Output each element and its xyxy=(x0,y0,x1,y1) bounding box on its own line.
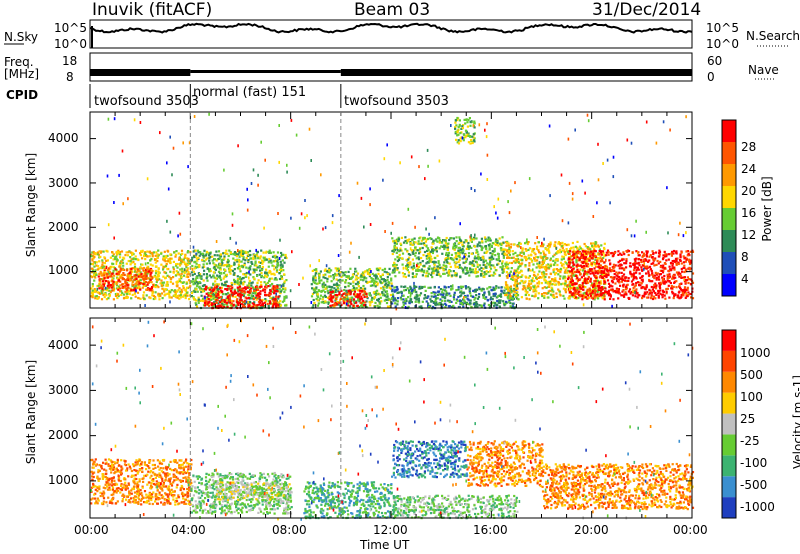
freq-band-2 xyxy=(190,70,341,73)
velocity-colorbar-swatch-5 xyxy=(722,392,736,414)
velocity-cbtick-100: 100 xyxy=(740,390,763,404)
velocity-colorbar-swatch-1 xyxy=(722,476,736,498)
power-colorbar-swatch-3 xyxy=(722,208,736,230)
power-colorbar-swatch-6 xyxy=(722,142,736,164)
freq-unit-label: [MHz] xyxy=(4,67,40,81)
xtick-2000: 20:00 xyxy=(574,523,609,537)
freq-tick-high: 18 xyxy=(62,54,78,68)
power-colorbar-swatch-5 xyxy=(722,164,736,186)
power-cbtick-12: 12 xyxy=(741,228,757,242)
power-colorbar-swatch-0 xyxy=(722,274,736,296)
velocity-colorbar-frame xyxy=(721,329,737,519)
power-colorbar-swatch-2 xyxy=(722,230,736,252)
date-title: 31/Dec/2014 xyxy=(592,0,702,20)
power-colorbar-swatch-1 xyxy=(722,252,736,274)
cpid-segment-3: twofsound 3503 xyxy=(344,94,449,109)
velocity-cbtick-minus25: -25 xyxy=(740,434,760,448)
velocity-cbtick-minus100: -100 xyxy=(740,456,768,470)
nave-tick-high: 60 xyxy=(707,54,723,68)
cpid-segment-2: normal (fast) 151 xyxy=(193,85,307,100)
nave-tick-low: 0 xyxy=(707,70,715,84)
freq-tick-low: 8 xyxy=(66,70,74,84)
velocity-colorbar-swatch-0 xyxy=(722,497,736,518)
velocity-colorbar-swatch-6 xyxy=(722,371,736,393)
power-cbtick-28: 28 xyxy=(741,140,757,154)
power-cbtick-20: 20 xyxy=(741,184,757,198)
cpid-label: CPID xyxy=(6,88,39,102)
velocity-data-layer xyxy=(90,319,695,521)
velocity-ylabel: Slant Range [km] xyxy=(24,359,38,465)
nsearch-label: N.Search xyxy=(746,29,800,43)
velocity-ytick-1000: 1000 xyxy=(48,473,79,487)
velocity-colorbar-swatch-2 xyxy=(722,455,736,477)
velocity-cbtick-500: 500 xyxy=(740,368,763,382)
velocity-colorbar-swatch-8 xyxy=(722,330,736,351)
velocity-ytick-4000: 4000 xyxy=(48,338,79,352)
freq-band-3 xyxy=(340,69,692,76)
velocity-cbtick-1000: 1000 xyxy=(740,346,771,360)
nsky-tick-low: 10^0 xyxy=(54,37,87,51)
velocity-colorbar-swatch-7 xyxy=(722,350,736,372)
velocity-ytick-2000: 2000 xyxy=(48,428,79,442)
power-colorbar-frame xyxy=(721,119,737,297)
power-cbtick-24: 24 xyxy=(741,162,757,176)
xaxis-label: Time UT xyxy=(360,538,410,552)
nsky-panel-frame xyxy=(89,19,693,49)
nsky-label: N.Sky xyxy=(4,30,39,44)
nsearch-tick-low: 10^0 xyxy=(706,37,739,51)
nave-label: Nave xyxy=(748,63,779,77)
power-ytick-2000: 2000 xyxy=(48,220,79,234)
velocity-cbtick-minus1000: -1000 xyxy=(740,500,775,514)
velocity-colorbar-label: Velocity [m s-1] xyxy=(791,375,800,469)
xtick-0000: 00:00 xyxy=(74,523,109,537)
xtick-0800: 08:00 xyxy=(272,523,307,537)
station-title: Inuvik (fitACF) xyxy=(92,0,213,20)
power-data-layer xyxy=(90,112,695,311)
velocity-cbtick-minus500: -500 xyxy=(740,478,768,492)
xtick-1200: 12:00 xyxy=(373,523,408,537)
cpid-segment-1: twofsound 3503 xyxy=(94,94,199,109)
power-colorbar-swatch-7 xyxy=(722,120,736,142)
xtick-2400: 00:00 xyxy=(673,523,708,537)
power-cbtick-16: 16 xyxy=(741,206,757,220)
freq-panel-frame xyxy=(89,52,693,82)
nsearch-tick-high: 10^5 xyxy=(706,21,739,35)
power-colorbar-label: Power [dB] xyxy=(760,176,774,242)
power-ytick-1000: 1000 xyxy=(48,263,79,277)
power-ytick-3000: 3000 xyxy=(48,176,79,190)
xtick-0400: 04:00 xyxy=(171,523,206,537)
velocity-colorbar-swatch-3 xyxy=(722,434,736,456)
nsky-tick-high: 10^5 xyxy=(54,21,87,35)
freq-label: Freq. xyxy=(4,55,34,69)
nsky-trace xyxy=(90,22,693,34)
velocity-cbtick-25: 25 xyxy=(740,412,756,426)
freq-band-1 xyxy=(90,69,191,76)
power-colorbar-swatch-4 xyxy=(722,186,736,208)
power-ylabel: Slant Range [km] xyxy=(24,152,38,258)
velocity-ytick-3000: 3000 xyxy=(48,383,79,397)
power-cbtick-8: 8 xyxy=(741,250,749,264)
power-ytick-4000: 4000 xyxy=(48,131,79,145)
xtick-1600: 16:00 xyxy=(473,523,508,537)
beam-title: Beam 03 xyxy=(354,0,431,20)
velocity-colorbar-swatch-4 xyxy=(722,413,736,435)
power-cbtick-4: 4 xyxy=(741,272,749,286)
